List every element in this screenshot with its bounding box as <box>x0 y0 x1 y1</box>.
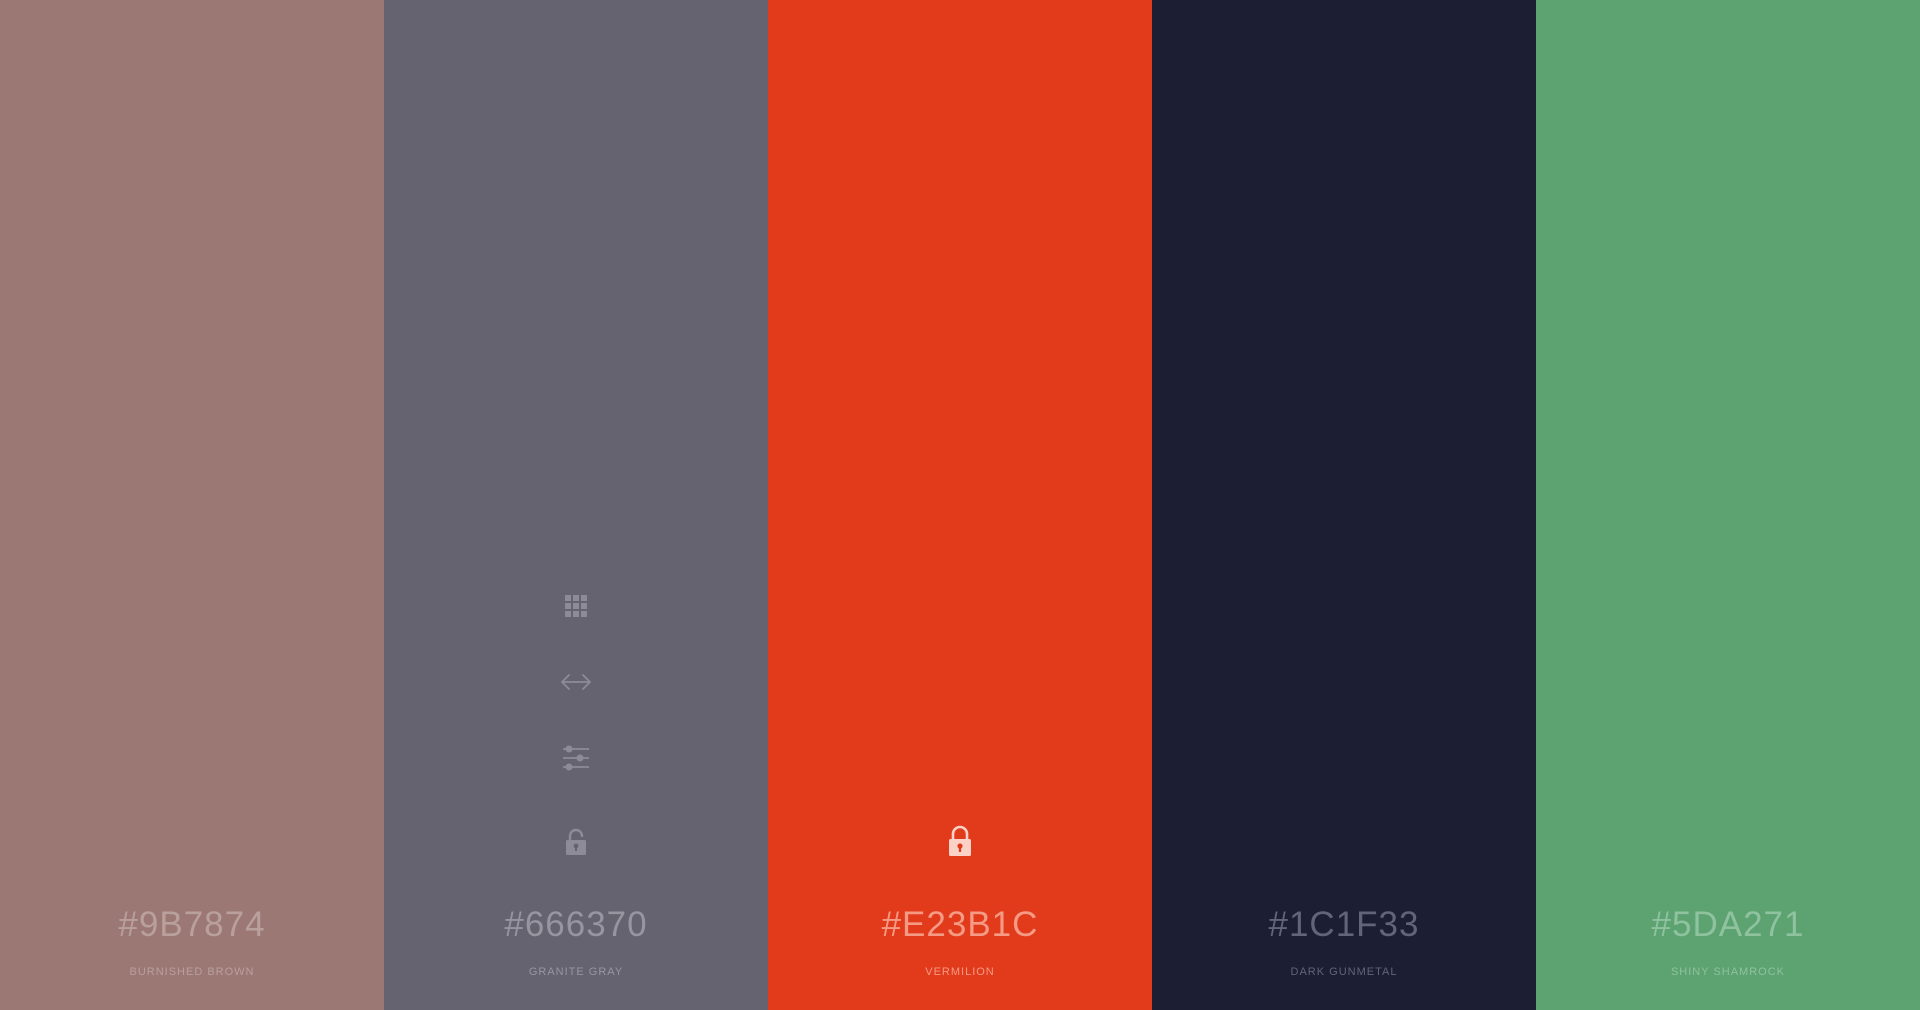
lock-button[interactable] <box>558 824 594 860</box>
lock-icon <box>566 828 586 855</box>
swatch-shiny-shamrock[interactable]: #5DA271 SHINY SHAMROCK <box>1536 0 1920 1010</box>
adjust-button[interactable] <box>558 740 594 776</box>
swatch-name[interactable]: GRANITE GRAY <box>528 966 624 978</box>
swatch-hex[interactable]: #1C1F33 <box>1268 905 1420 944</box>
swatch-burnished-brown[interactable]: #9B7874 BURNISHED BROWN <box>0 0 384 1010</box>
swatch-name[interactable]: DARK GUNMETAL <box>1290 966 1398 978</box>
grid-icon <box>565 595 587 617</box>
swatch-vermilion[interactable]: #E23B1C VERMILION <box>768 0 1152 1010</box>
swatch-hex[interactable]: #666370 <box>504 905 648 944</box>
swatch-hex[interactable]: #9B7874 <box>118 905 266 944</box>
drag-grid-button[interactable] <box>558 588 594 624</box>
arrows-horizontal-icon <box>561 674 591 690</box>
lock-icon <box>949 825 971 856</box>
swatch-toolbar <box>384 588 768 860</box>
swatch-dark-gunmetal[interactable]: #1C1F33 DARK GUNMETAL <box>1152 0 1536 1010</box>
lock-button[interactable] <box>942 823 978 859</box>
swatch-name[interactable]: SHINY SHAMROCK <box>1670 966 1786 978</box>
swatch-hex[interactable]: #5DA271 <box>1651 905 1805 944</box>
swatch-hex[interactable]: #E23B1C <box>881 905 1039 944</box>
swatch-name[interactable]: VERMILION <box>925 966 995 978</box>
drag-button[interactable] <box>558 664 594 700</box>
sliders-icon <box>563 745 589 771</box>
swatch-name[interactable]: BURNISHED BROWN <box>129 966 255 978</box>
swatch-granite-gray[interactable]: #666370 GRANITE GRAY <box>384 0 768 1010</box>
locked-indicator <box>768 823 1152 859</box>
